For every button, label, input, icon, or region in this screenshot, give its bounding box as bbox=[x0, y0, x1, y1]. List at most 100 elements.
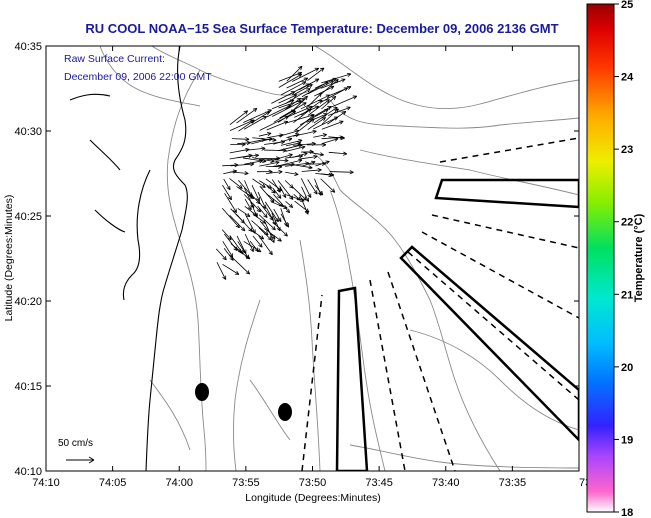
current-vector-head bbox=[289, 186, 294, 189]
current-vector bbox=[266, 134, 284, 139]
current-vector bbox=[222, 241, 234, 258]
current-vector-head bbox=[258, 159, 263, 162]
current-vector-head bbox=[301, 197, 305, 202]
current-vector bbox=[259, 115, 289, 131]
current-vector-head bbox=[226, 187, 231, 191]
current-vector-head bbox=[245, 257, 250, 260]
current-vector-head bbox=[268, 169, 273, 172]
current-vector-head bbox=[227, 197, 232, 201]
annotation-line-1: Raw Surface Current: bbox=[64, 53, 165, 65]
current-vector bbox=[299, 118, 315, 131]
current-vector-head bbox=[277, 219, 282, 223]
current-vector-head bbox=[343, 111, 347, 116]
current-vector-head bbox=[325, 109, 329, 113]
bathymetry-contours bbox=[99, 46, 579, 471]
current-vector bbox=[266, 158, 289, 162]
current-vector-head bbox=[302, 198, 307, 201]
x-tick-label: 74:05 bbox=[99, 477, 127, 489]
current-vector-head bbox=[336, 79, 339, 84]
current-vector bbox=[313, 107, 338, 124]
current-vector bbox=[314, 105, 332, 117]
current-vector-head bbox=[245, 147, 250, 150]
colorbar bbox=[586, 3, 615, 513]
current-vector-head bbox=[345, 87, 349, 92]
current-vector bbox=[321, 108, 339, 125]
current-vector bbox=[229, 215, 246, 232]
current-vector-head bbox=[270, 200, 275, 203]
current-vector-head bbox=[308, 165, 313, 169]
current-vector bbox=[294, 114, 315, 132]
current-vector-head bbox=[310, 114, 315, 117]
current-vector-head bbox=[254, 153, 259, 156]
current-vector-head bbox=[258, 248, 262, 253]
current-vector-head bbox=[331, 86, 335, 90]
current-vector bbox=[252, 157, 275, 162]
current-vector-head bbox=[292, 91, 296, 96]
current-vector bbox=[266, 120, 288, 131]
current-vector-head bbox=[313, 191, 318, 195]
current-vector bbox=[265, 171, 283, 175]
current-vector-head bbox=[251, 230, 256, 234]
current-vector-head bbox=[304, 152, 308, 157]
current-vector-head bbox=[313, 154, 318, 157]
current-vector bbox=[273, 163, 295, 167]
current-vector-head bbox=[299, 73, 302, 78]
current-vector-head bbox=[274, 219, 279, 223]
current-vector bbox=[307, 99, 330, 116]
current-vector-head bbox=[282, 150, 287, 153]
coastline bbox=[69, 46, 188, 471]
current-vector-head bbox=[288, 153, 293, 155]
current-vector-head bbox=[305, 96, 308, 101]
current-vector-head bbox=[308, 167, 313, 170]
current-vector-head bbox=[317, 92, 322, 95]
current-vector bbox=[273, 138, 293, 145]
current-vector bbox=[306, 113, 328, 123]
current-vector-head bbox=[250, 197, 255, 200]
current-vector-head bbox=[304, 77, 309, 82]
current-vector bbox=[236, 213, 253, 232]
current-vector-head bbox=[232, 210, 237, 213]
current-vector-head bbox=[229, 258, 234, 261]
current-vector-head bbox=[275, 160, 280, 163]
current-vector bbox=[250, 194, 261, 205]
current-vector-head bbox=[296, 198, 301, 201]
annotation-line-2: December 09, 2006 22:00 GMT bbox=[64, 71, 212, 83]
current-vector bbox=[252, 213, 266, 224]
current-vector-head bbox=[281, 141, 286, 145]
current-vector-head bbox=[222, 258, 227, 261]
current-vector-head bbox=[321, 117, 326, 119]
current-vector-head bbox=[252, 119, 255, 124]
current-vector bbox=[222, 184, 232, 200]
current-vector bbox=[320, 173, 335, 176]
colorbar-tick-label: 21 bbox=[621, 289, 633, 301]
current-vector bbox=[223, 170, 237, 175]
current-vector-head bbox=[315, 67, 320, 72]
current-vector bbox=[251, 185, 260, 202]
current-vector bbox=[237, 241, 250, 259]
current-vector bbox=[286, 77, 308, 89]
current-vector-head bbox=[298, 196, 301, 201]
current-vector bbox=[258, 201, 274, 221]
x-tick-label: 73:35 bbox=[499, 477, 527, 489]
current-vector bbox=[299, 194, 309, 215]
current-vector bbox=[301, 169, 322, 172]
chart-title: RU COOL NOAA−15 Sea Surface Temperature:… bbox=[85, 21, 558, 36]
current-vector-head bbox=[298, 159, 303, 163]
current-vector-head bbox=[327, 99, 330, 104]
current-vector bbox=[244, 180, 253, 199]
current-vector-head bbox=[340, 120, 344, 125]
current-vector-head bbox=[334, 137, 339, 140]
current-vector-head bbox=[331, 95, 336, 98]
current-vector-head bbox=[330, 172, 335, 176]
current-vector bbox=[236, 235, 247, 254]
current-vector-head bbox=[298, 143, 303, 146]
current-vector-head bbox=[276, 189, 281, 193]
current-vector-head bbox=[295, 130, 300, 134]
current-vector bbox=[221, 207, 240, 228]
current-vector-head bbox=[306, 208, 310, 213]
current-vector-head bbox=[248, 153, 253, 156]
current-vector bbox=[229, 119, 254, 132]
current-vector-head bbox=[303, 95, 308, 98]
current-vector bbox=[301, 81, 329, 98]
current-vector bbox=[224, 233, 238, 251]
